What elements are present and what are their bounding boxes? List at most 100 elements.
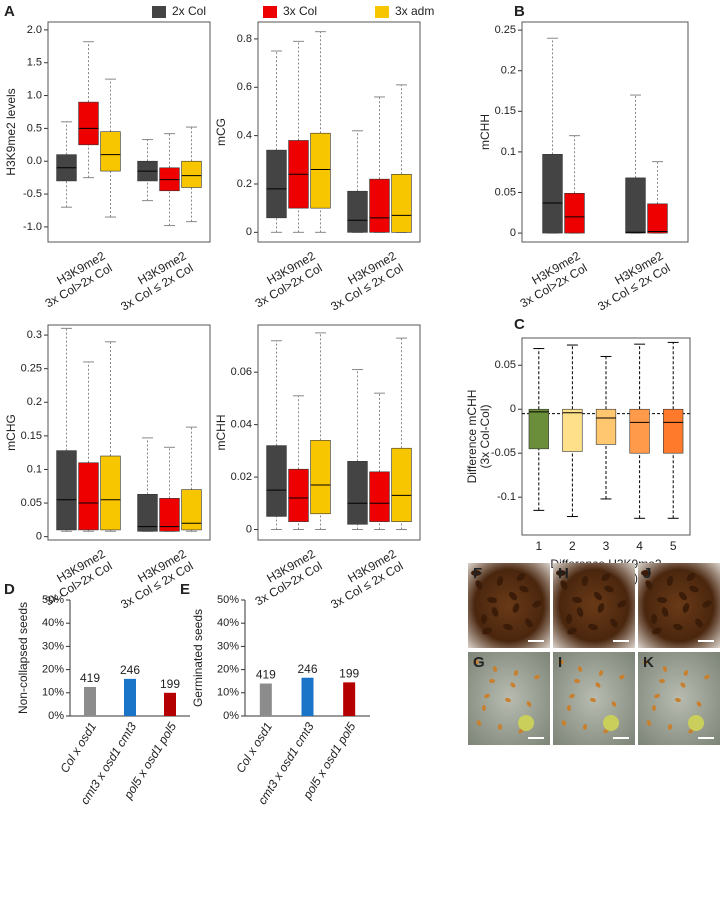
bar (301, 677, 314, 716)
y-axis-label: mCG (214, 118, 228, 146)
panel-letter: K (643, 654, 654, 671)
seedling (473, 660, 479, 664)
count-label: 246 (297, 662, 317, 676)
y-tick-label: 0% (48, 710, 64, 722)
seedling (577, 666, 583, 672)
bar (164, 692, 176, 716)
seed (673, 623, 683, 631)
seed (556, 570, 566, 576)
y-axis-label: H3K9me2 levels (4, 88, 18, 175)
y-tick-label: 10% (217, 687, 239, 699)
seed (641, 570, 651, 576)
y-tick-label: 40% (42, 617, 64, 629)
y-tick-label: 20% (42, 664, 64, 676)
y-tick-label: 0.8 (237, 33, 252, 45)
seedling (582, 724, 588, 730)
seed (519, 585, 529, 593)
box (181, 160, 202, 188)
panel-letter: D (4, 581, 15, 598)
box (181, 489, 202, 531)
box (369, 178, 390, 233)
box (391, 447, 412, 522)
y-tick-label: 0.5 (27, 122, 42, 134)
y-tick-label: 0.4 (237, 130, 252, 142)
box (562, 408, 583, 452)
seedling (696, 701, 702, 707)
panel-letter: A (4, 3, 15, 20)
bar (259, 683, 272, 716)
count-label: 419 (256, 668, 276, 682)
plot-frame (521, 21, 689, 243)
seedling (659, 678, 665, 684)
panel-letter: G (473, 654, 485, 671)
seed (702, 600, 712, 608)
seed (482, 627, 492, 635)
seedling (619, 674, 625, 680)
seedling (558, 660, 564, 664)
y-tick-label: 0 (246, 523, 252, 535)
y-tick-label: 0 (36, 531, 42, 543)
seedling (651, 705, 657, 711)
plot-frame (257, 324, 421, 541)
panel-letter: F (473, 565, 482, 582)
box (663, 408, 684, 454)
seedling (526, 701, 532, 707)
seedling (489, 678, 495, 684)
x-tick-label: 4 (636, 539, 643, 553)
box (347, 461, 368, 525)
seed (503, 623, 513, 631)
panel-letter: I (558, 654, 562, 671)
seedling (497, 724, 503, 730)
seed (666, 576, 674, 586)
x-tick-label: 3 (603, 539, 610, 553)
plot-frame (257, 21, 421, 243)
bar (84, 687, 96, 716)
seed (471, 570, 481, 576)
seedling (476, 720, 482, 726)
box (347, 190, 368, 233)
box (542, 154, 563, 234)
x-tick-label-group: Col x osd1 (57, 720, 99, 776)
seed (652, 627, 662, 635)
y-tick-label: 0 (246, 226, 252, 238)
y-tick-label: 1.0 (27, 89, 42, 101)
seedling (569, 693, 575, 699)
seed (576, 607, 584, 617)
box (56, 450, 77, 531)
box (100, 131, 121, 172)
seed (682, 603, 690, 613)
y-axis-label: (3x Col-Col) (478, 404, 492, 468)
y-tick-label: 0.2 (27, 396, 42, 408)
seed (567, 627, 577, 635)
y-axis-label: mCHG (4, 414, 18, 451)
box (100, 455, 121, 531)
seed (572, 596, 582, 604)
seed (650, 614, 658, 624)
y-tick-label: 0.25 (21, 363, 42, 375)
seedling (484, 693, 490, 699)
x-tick-label: 2 (569, 539, 576, 553)
seedling (574, 678, 580, 684)
y-tick-label: 0.1 (27, 463, 42, 475)
seed (689, 585, 699, 593)
legend-swatch (152, 6, 166, 18)
y-tick-label: 0.25 (495, 24, 516, 36)
y-tick-label: 1.5 (27, 57, 42, 69)
y-tick-label: 0.05 (495, 359, 516, 371)
seedling (643, 660, 649, 664)
seedling (590, 697, 596, 703)
seedling (667, 724, 673, 730)
box (266, 445, 287, 517)
seed (593, 591, 603, 601)
panel-letter: C (514, 316, 525, 333)
legend-swatch (263, 6, 277, 18)
count-label: 419 (80, 671, 100, 685)
seed (487, 596, 497, 604)
seed (661, 607, 669, 617)
bar (343, 682, 356, 716)
x-tick-label: 1 (535, 539, 542, 553)
